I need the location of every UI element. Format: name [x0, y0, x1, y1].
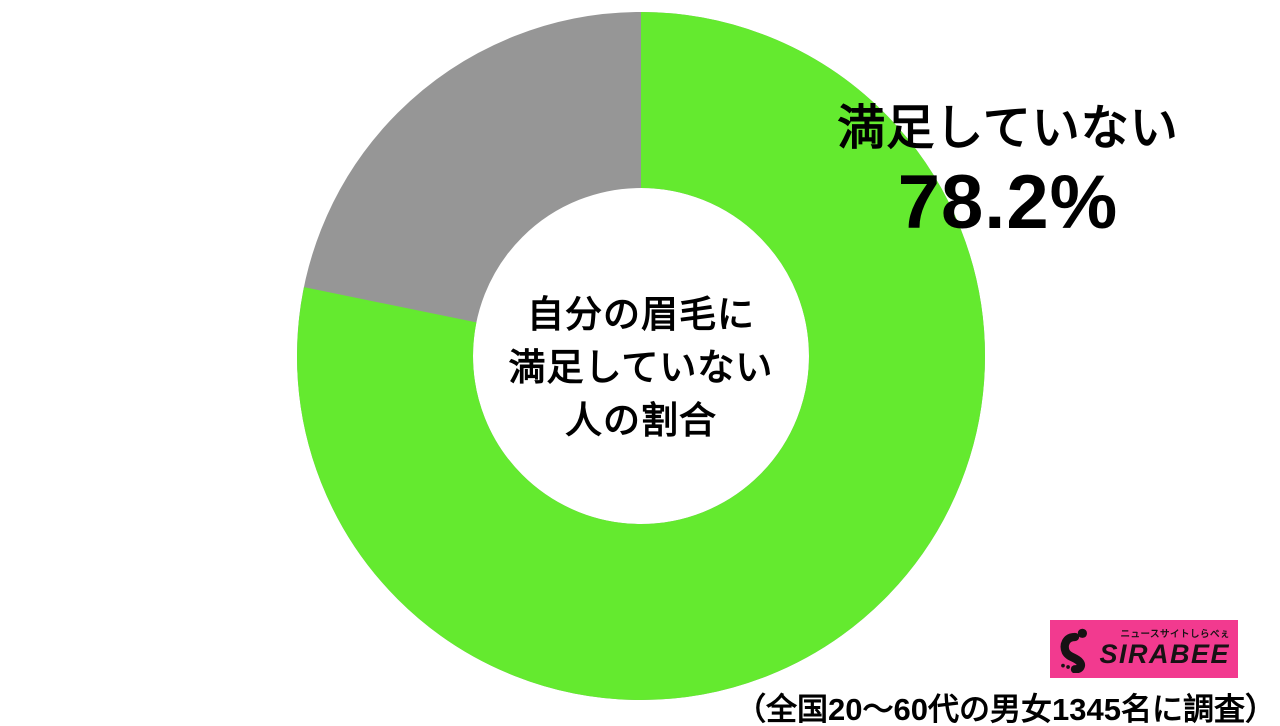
center-label-line-1: 自分の眉毛に	[527, 294, 755, 335]
center-label-line-3: 人の割合	[565, 400, 717, 441]
logo-brand: SIRABEE	[1099, 639, 1230, 670]
donut-center-label: 自分の眉毛に 満足していない 人の割合	[441, 288, 841, 447]
center-label-line-2: 満足していない	[508, 347, 774, 388]
donut-segment-primary	[297, 12, 985, 700]
callout-label: 満足していない	[837, 102, 1179, 155]
sirabee-mascot-icon	[1060, 628, 1087, 673]
logo-text: ニュースサイトしらべぇ SIRABEE	[1094, 630, 1230, 669]
source-note: （全国20〜60代の男女1345名に調査）	[735, 692, 1276, 726]
sirabee-logo: ニュースサイトしらべぇ SIRABEE	[1050, 620, 1238, 678]
callout-value: 78.2%	[897, 160, 1119, 245]
logo-tagline: ニュースサイトしらべぇ	[1120, 628, 1230, 640]
primary-slice-callout: 満足していない 78.2%	[818, 100, 1198, 244]
